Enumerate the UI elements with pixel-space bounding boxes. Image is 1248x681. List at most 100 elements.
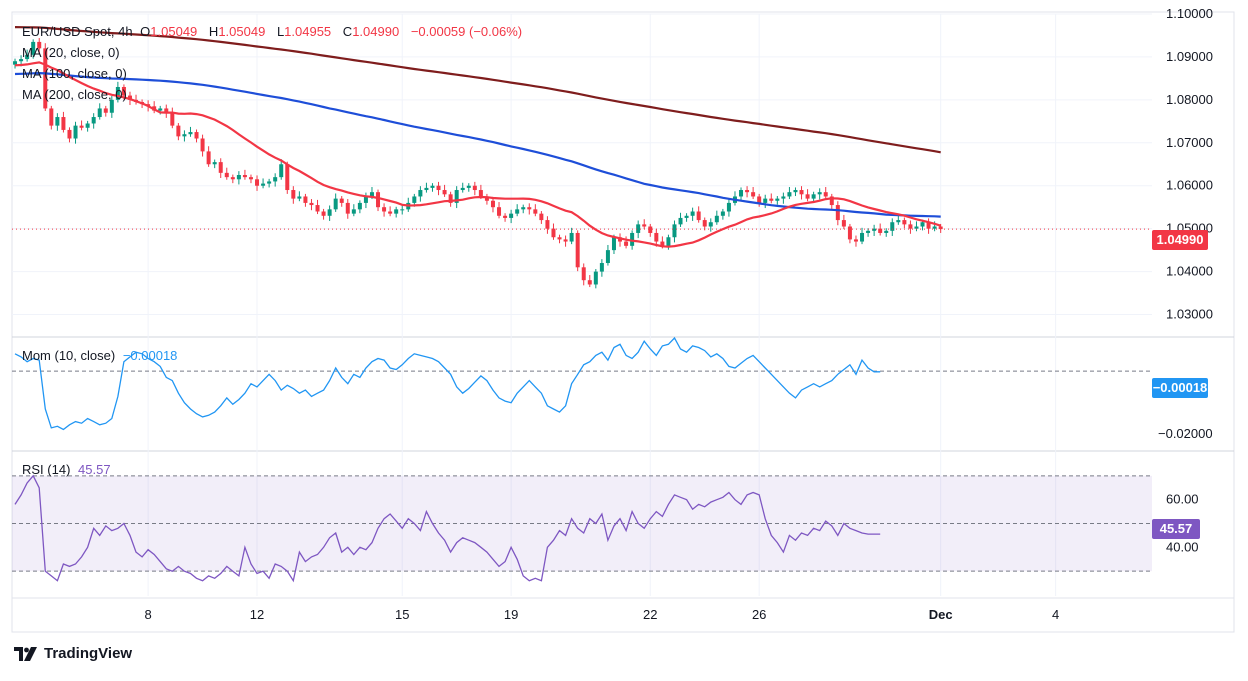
candle-body [708, 222, 713, 227]
candle-body [503, 215, 508, 218]
candle-body [388, 211, 393, 214]
candle-body [739, 190, 744, 197]
high-label: H [208, 24, 219, 39]
candle-body [696, 211, 701, 221]
ma200-line [14, 26, 941, 154]
candle-body [394, 209, 399, 214]
candle-body [726, 202, 731, 212]
low-value: 1.04955 [284, 24, 332, 39]
symbol-label[interactable]: EUR/USD Spot, 4h [22, 24, 133, 39]
candle-body [521, 207, 526, 210]
candle-body [91, 117, 96, 124]
candle-body [369, 192, 374, 197]
candle-body [793, 190, 798, 193]
candle-body [890, 222, 895, 231]
candle-body [587, 280, 592, 285]
candle-body [539, 213, 544, 221]
candle-body [847, 226, 852, 240]
candle-body [678, 217, 683, 225]
rsi-legend-label: RSI (14) [22, 462, 71, 477]
candle-body [363, 196, 368, 203]
candle-body [273, 177, 278, 182]
candle-body [757, 196, 762, 203]
candle-body [799, 190, 804, 195]
candle-body [412, 196, 417, 203]
candle-body [454, 190, 459, 203]
candle-body [25, 54, 30, 60]
candle-body [835, 205, 840, 221]
rsi-value-tag: 45.57 [1152, 519, 1200, 539]
candle-body [37, 41, 42, 49]
candle-body [841, 220, 846, 227]
candle-body [448, 194, 453, 203]
mom-tick-label: −0.02000 [1158, 426, 1213, 441]
candle-body [321, 211, 326, 216]
close-label: C [342, 24, 353, 39]
candle-body [279, 164, 284, 178]
candle-body [418, 190, 423, 197]
candle-body [212, 162, 217, 165]
candle-body [303, 196, 308, 203]
tradingview-logo-icon [14, 646, 37, 661]
price-tick-label: 1.09000 [1166, 49, 1213, 64]
candle-body [829, 196, 834, 206]
candle-body [194, 132, 199, 139]
candle-body [817, 192, 822, 195]
candle-body [176, 125, 181, 137]
close-value: 1.04990 [352, 24, 400, 39]
candle-body [648, 226, 653, 233]
candle-body [345, 202, 350, 214]
candle-body [85, 123, 90, 128]
tradingview-brand[interactable]: TradingView [14, 645, 132, 662]
mom-legend-value: −0.00018 [122, 348, 178, 363]
ma20-legend[interactable]: MA (20, close, 0) [22, 45, 120, 60]
candle-body [702, 220, 707, 227]
ma100-legend[interactable]: MA (100, close, 0) [22, 66, 127, 81]
candle-body [382, 207, 387, 212]
candle-body [902, 220, 907, 225]
candle-body [751, 192, 756, 197]
open-value: 1.05049 [150, 24, 198, 39]
candle-body [690, 211, 695, 216]
ma200-legend[interactable]: MA (200, close, 0) [22, 87, 127, 102]
candle-body [466, 185, 471, 188]
candle-body [73, 125, 78, 139]
candle-body [908, 224, 913, 229]
candle-body [823, 192, 828, 197]
candle-body [860, 232, 865, 242]
candle-body [884, 230, 889, 233]
rsi-tick-label: 40.00 [1166, 539, 1199, 554]
candle-body [872, 228, 877, 231]
candle-body [605, 250, 610, 264]
candle-body [261, 183, 266, 186]
candle-body [200, 138, 205, 152]
candle-body [938, 226, 943, 230]
candle-body [224, 172, 229, 178]
candle-body [236, 175, 241, 180]
candle-body [920, 222, 925, 227]
rsi-legend[interactable]: RSI (14) 45.57 [22, 462, 115, 477]
last-price-tag: 1.04990 [1152, 230, 1208, 250]
candle-body [611, 237, 616, 251]
rsi-legend-value: 45.57 [78, 462, 111, 477]
candle-body [267, 181, 272, 184]
price-tick-label: 1.06000 [1166, 178, 1213, 193]
candle-body [49, 108, 54, 126]
candle-body [926, 222, 931, 229]
candle-body [327, 209, 332, 216]
candle-body [630, 232, 635, 246]
x-tick-label: 8 [145, 607, 152, 622]
candle-body [654, 232, 659, 242]
candle-body [914, 226, 919, 229]
candle-body [285, 164, 290, 191]
candle-body [932, 226, 937, 229]
candle-body [745, 190, 750, 193]
candle-body [472, 185, 477, 191]
candle-body [309, 202, 314, 206]
candle-body [182, 134, 187, 137]
candle-body [170, 112, 175, 126]
mom-legend[interactable]: Mom (10, close) −0.00018 [22, 348, 181, 363]
price-tick-label: 1.03000 [1166, 307, 1213, 322]
open-label: O [140, 24, 151, 39]
candle-body [55, 117, 60, 126]
